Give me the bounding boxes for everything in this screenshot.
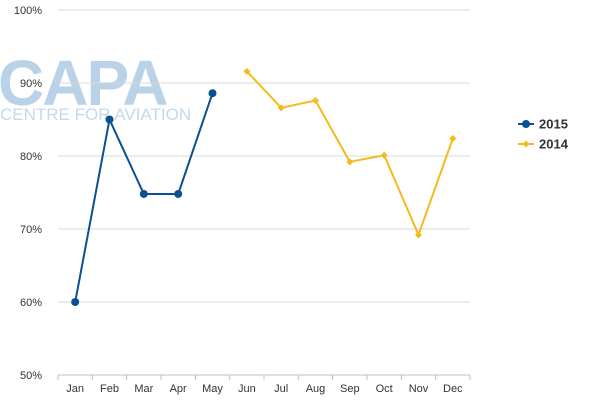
data-point xyxy=(312,97,319,105)
y-tick-label: 90% xyxy=(20,78,42,90)
data-point xyxy=(346,158,354,166)
grid-lines xyxy=(58,9,470,303)
y-tick-label: 70% xyxy=(20,224,42,236)
data-point xyxy=(243,67,251,75)
series-layer xyxy=(71,67,457,306)
watermark-sub-text: CENTRE FOR AVIATION xyxy=(0,105,191,124)
x-tick-label: Nov xyxy=(409,383,429,395)
series-line xyxy=(246,70,454,236)
data-point xyxy=(71,298,80,306)
legend-item-2014[interactable]: 2014 xyxy=(518,137,569,152)
x-tick-label: Jan xyxy=(66,383,84,395)
y-tick-label: 80% xyxy=(20,151,42,163)
axes: 50% 60% 70% 80% 90% 100% Jan Feb Mar Apr May Jun Jul… xyxy=(14,5,471,395)
legend: 2015 2014 xyxy=(518,117,569,152)
legend-swatch-marker xyxy=(522,120,530,128)
data-point xyxy=(208,89,217,98)
y-tick-label: 60% xyxy=(20,297,42,309)
x-tick-label: Jun xyxy=(238,383,256,395)
y-tick-label: 50% xyxy=(20,370,42,382)
legend-swatch-marker xyxy=(522,140,530,148)
legend-item-2015[interactable]: 2015 xyxy=(518,117,568,132)
data-point xyxy=(277,104,285,112)
data-point xyxy=(139,189,148,198)
data-point xyxy=(380,151,388,159)
x-tick-label: Mar xyxy=(134,383,153,395)
x-tick-label: Apr xyxy=(170,383,187,395)
series-2015 xyxy=(71,89,217,306)
x-tick-label: Jul xyxy=(274,383,288,395)
x-tick-label: Oct xyxy=(376,383,393,395)
legend-label: 2015 xyxy=(539,117,568,132)
x-tick-label: Dec xyxy=(443,383,463,395)
series-2014 xyxy=(243,67,457,239)
x-tick-label: Aug xyxy=(306,383,326,395)
x-tick-label: Feb xyxy=(100,383,119,395)
x-tick-label: Sep xyxy=(340,383,360,395)
data-point xyxy=(174,189,183,198)
data-point xyxy=(415,231,422,239)
data-point xyxy=(449,134,457,142)
y-tick-label: 100% xyxy=(14,5,42,17)
legend-label: 2014 xyxy=(539,137,569,152)
data-point xyxy=(105,115,114,124)
x-tick-label: May xyxy=(202,383,223,395)
